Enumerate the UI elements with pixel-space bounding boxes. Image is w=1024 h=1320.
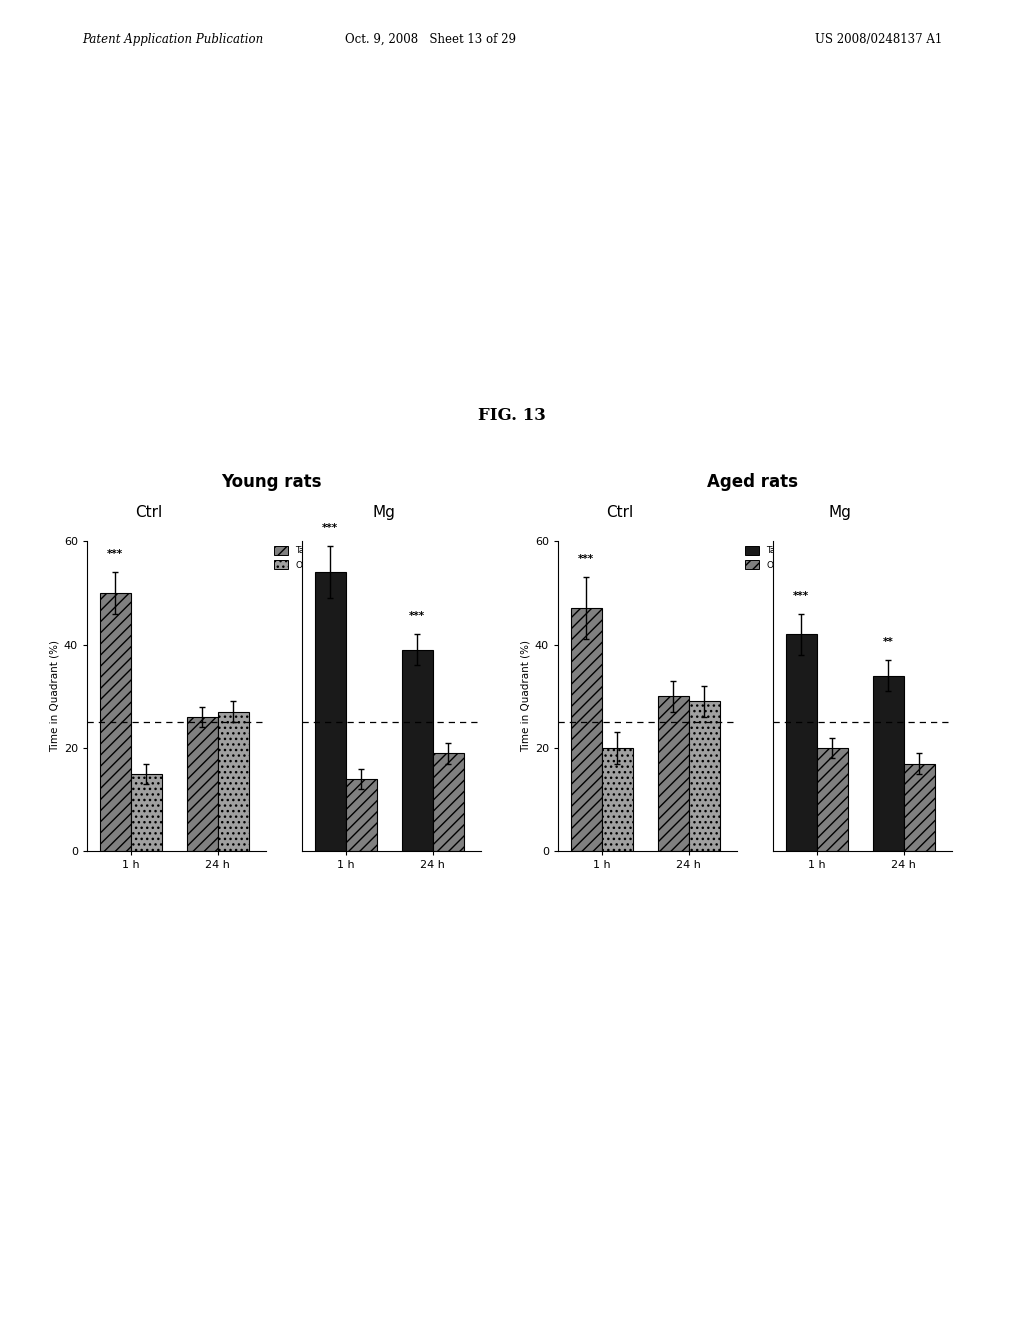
Bar <box>570 609 602 851</box>
Bar <box>689 701 720 851</box>
Text: ***: *** <box>794 590 809 601</box>
Text: ***: *** <box>323 524 338 533</box>
Text: Ctrl: Ctrl <box>135 504 162 520</box>
Text: Mg: Mg <box>828 504 851 520</box>
Y-axis label: Time in Quadrant (%): Time in Quadrant (%) <box>521 640 530 752</box>
Bar <box>657 697 689 851</box>
Bar <box>99 593 131 851</box>
Text: ***: *** <box>410 611 425 622</box>
Bar <box>602 748 633 851</box>
Text: ***: *** <box>579 554 594 565</box>
Y-axis label: Time in Quadrant (%): Time in Quadrant (%) <box>50 640 59 752</box>
Bar <box>872 676 904 851</box>
Text: Young rats: Young rats <box>221 473 322 491</box>
Bar <box>904 763 935 851</box>
Bar <box>131 774 162 851</box>
Bar <box>817 748 848 851</box>
Text: Patent Application Publication: Patent Application Publication <box>82 33 263 46</box>
Bar <box>785 635 817 851</box>
Bar <box>346 779 377 851</box>
Text: US 2008/0248137 A1: US 2008/0248137 A1 <box>815 33 942 46</box>
Text: Ctrl: Ctrl <box>606 504 633 520</box>
Text: Mg: Mg <box>373 504 395 520</box>
Bar <box>401 649 433 851</box>
Bar <box>186 717 218 851</box>
Bar <box>314 573 346 851</box>
Bar <box>433 754 464 851</box>
Bar <box>218 711 249 851</box>
Text: Aged rats: Aged rats <box>708 473 798 491</box>
Text: Oct. 9, 2008   Sheet 13 of 29: Oct. 9, 2008 Sheet 13 of 29 <box>345 33 515 46</box>
Legend: Target, O: Target, O <box>274 545 324 569</box>
Text: ***: *** <box>108 549 123 560</box>
Text: FIG. 13: FIG. 13 <box>478 408 546 424</box>
Text: **: ** <box>883 638 894 647</box>
Legend: Target, O: Target, O <box>745 545 795 569</box>
